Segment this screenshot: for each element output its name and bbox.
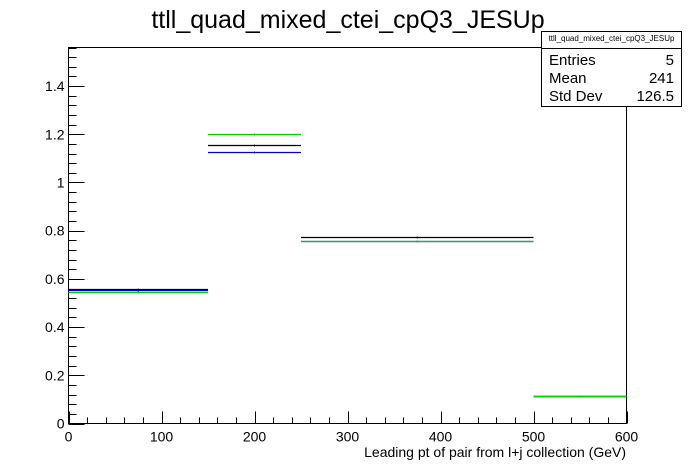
stats-mean-label: Mean: [549, 70, 587, 87]
stats-mean-value: 241: [648, 70, 674, 87]
x-tick-label: 300: [336, 429, 360, 445]
y-tick-label: 0.4: [45, 319, 65, 335]
plot-frame: [68, 47, 627, 424]
y-tick-label: 1: [57, 174, 65, 190]
y-tick-label: 1.2: [45, 126, 65, 142]
stats-std-value: 126.5: [636, 88, 674, 105]
stats-row-stddev: Std Dev 126.5: [549, 88, 674, 106]
y-tick-label: 1.4: [45, 78, 65, 94]
series-layer: [68, 133, 627, 398]
stats-row-entries: Entries 5: [549, 52, 674, 70]
y-tick-label: 0.8: [45, 223, 65, 239]
x-tick-label: 500: [522, 429, 546, 445]
x-axis-ticks: 0 100 200 300 400 500 600: [65, 411, 639, 445]
stats-row-mean: Mean 241: [549, 70, 674, 88]
y-axis-ticks: 0 0.2 0.4 0.6 0.8 1 1.2 1.4: [45, 48, 85, 432]
x-tick-label: 200: [243, 429, 267, 445]
stats-std-label: Std Dev: [549, 88, 603, 105]
chart-title: ttll_quad_mixed_ctei_cpQ3_JESUp: [151, 6, 545, 34]
stats-entries-value: 5: [665, 52, 674, 69]
x-tick-label: 600: [615, 429, 639, 445]
x-tick-label: 0: [65, 429, 73, 445]
y-tick-label: 0.6: [45, 271, 65, 287]
stats-box-divider: [542, 48, 681, 49]
x-tick-label: 100: [150, 429, 174, 445]
x-axis-label: Leading pt of pair from l+j collection (…: [364, 444, 626, 460]
y-tick-label: 0.2: [45, 367, 65, 383]
stats-entries-label: Entries: [549, 52, 596, 69]
stats-box: ttll_quad_mixed_ctei_cpQ3_JESUp Entries …: [541, 31, 682, 107]
x-tick-label: 400: [429, 429, 453, 445]
y-tick-label: 0: [57, 416, 65, 432]
stats-box-name: ttll_quad_mixed_ctei_cpQ3_JESUp: [548, 34, 675, 43]
